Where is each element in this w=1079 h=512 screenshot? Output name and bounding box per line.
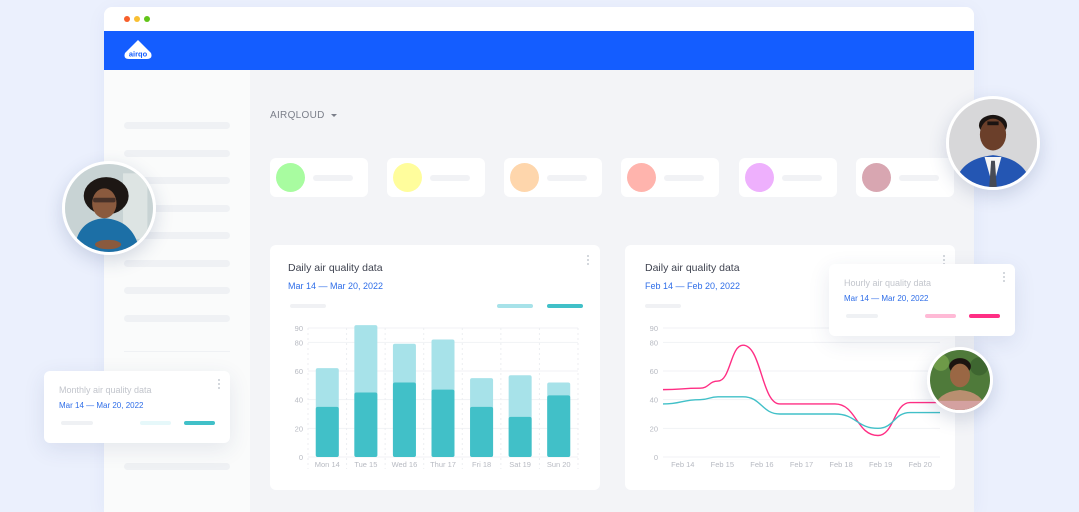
legend-placeholder <box>290 304 326 308</box>
avatar-woman-outdoor <box>927 347 993 413</box>
svg-text:Feb 18: Feb 18 <box>829 460 852 469</box>
more-options-icon[interactable] <box>1003 272 1006 282</box>
svg-text:90: 90 <box>650 324 658 333</box>
sidebar-divider <box>124 351 230 352</box>
svg-text:0: 0 <box>299 453 303 462</box>
pollutant-summary-card[interactable] <box>739 158 837 197</box>
status-color-indicator <box>393 163 422 192</box>
monthly-data-card[interactable]: Monthly air quality data Mar 14 — Mar 20… <box>44 371 230 443</box>
pollutant-summary-card[interactable] <box>504 158 602 197</box>
caret-down-icon <box>330 114 337 117</box>
status-color-indicator <box>745 163 774 192</box>
card-date-range[interactable]: Mar 14 — Mar 20, 2022 <box>59 401 144 410</box>
more-options-icon[interactable] <box>218 379 221 389</box>
value-placeholder <box>313 175 353 181</box>
svg-text:Wed 16: Wed 16 <box>392 460 418 469</box>
svg-text:Mon 14: Mon 14 <box>315 460 340 469</box>
legend-placeholder <box>645 304 681 308</box>
app-window: airqo AIRQLOUD Daily air quality data Ma… <box>104 7 974 512</box>
title-bar <box>104 7 974 31</box>
svg-text:40: 40 <box>295 396 303 405</box>
more-options-icon[interactable] <box>587 255 590 265</box>
sidebar-item-placeholder[interactable] <box>124 150 230 157</box>
svg-text:airqo: airqo <box>129 50 148 59</box>
legend-placeholder <box>61 421 93 425</box>
avatar-man-blue-suit <box>946 96 1040 190</box>
legend-light-pink[interactable] <box>925 314 956 318</box>
svg-text:80: 80 <box>650 338 658 347</box>
svg-text:Feb 20: Feb 20 <box>909 460 932 469</box>
app-header: airqo <box>104 31 974 70</box>
person-photo-icon <box>949 99 1037 187</box>
sidebar-item-placeholder[interactable] <box>124 232 230 239</box>
sidebar-item-placeholder[interactable] <box>124 122 230 129</box>
svg-text:Feb 17: Feb 17 <box>790 460 813 469</box>
airqo-logo-icon[interactable]: airqo <box>122 39 154 61</box>
sidebar <box>104 70 250 512</box>
pollutant-summary-card[interactable] <box>856 158 954 197</box>
pollutant-summary-card[interactable] <box>387 158 485 197</box>
value-placeholder <box>782 175 822 181</box>
pollutant-summary-card[interactable] <box>270 158 368 197</box>
avatar-woman-blue-top <box>62 161 156 255</box>
sidebar-item-placeholder[interactable] <box>124 205 230 212</box>
svg-text:90: 90 <box>295 324 303 333</box>
svg-text:Sat 19: Sat 19 <box>509 460 531 469</box>
card-date-range[interactable]: Mar 14 — Mar 20, 2022 <box>844 294 929 303</box>
value-placeholder <box>547 175 587 181</box>
sidebar-item-placeholder[interactable] <box>124 287 230 294</box>
svg-text:Thur 17: Thur 17 <box>430 460 456 469</box>
pollutant-summary-card[interactable] <box>621 158 719 197</box>
daily-bar-chart-card: Daily air quality data Mar 14 — Mar 20, … <box>270 245 600 490</box>
svg-text:Feb 16: Feb 16 <box>750 460 773 469</box>
sidebar-item-placeholder[interactable] <box>124 463 230 470</box>
svg-text:Feb 19: Feb 19 <box>869 460 892 469</box>
sidebar-item-placeholder[interactable] <box>124 177 230 184</box>
svg-text:60: 60 <box>295 367 303 376</box>
svg-text:40: 40 <box>650 396 658 405</box>
card-title: Daily air quality data <box>288 262 383 274</box>
sidebar-item-placeholder[interactable] <box>124 260 230 267</box>
legend-dark-pink[interactable] <box>969 314 1000 318</box>
value-placeholder <box>899 175 939 181</box>
card-title: Hourly air quality data <box>844 278 932 288</box>
svg-text:20: 20 <box>295 424 303 433</box>
value-placeholder <box>430 175 470 181</box>
hourly-data-card[interactable]: Hourly air quality data Mar 14 — Mar 20,… <box>829 264 1015 336</box>
close-window-button[interactable] <box>124 16 130 22</box>
card-date-range[interactable]: Mar 14 — Mar 20, 2022 <box>288 281 384 291</box>
legend-placeholder <box>846 314 878 318</box>
card-title: Daily air quality data <box>645 262 740 274</box>
svg-text:80: 80 <box>295 338 303 347</box>
airqloud-dropdown[interactable]: AIRQLOUD <box>270 110 337 121</box>
svg-text:Tue 15: Tue 15 <box>354 460 377 469</box>
legend-light-teal[interactable] <box>140 421 171 425</box>
status-color-indicator <box>627 163 656 192</box>
person-photo-icon <box>65 164 153 252</box>
card-date-range[interactable]: Feb 14 — Feb 20, 2022 <box>645 281 741 291</box>
status-color-indicator <box>862 163 891 192</box>
legend-light-teal[interactable] <box>497 304 533 308</box>
status-color-indicator <box>510 163 539 192</box>
legend-dark-teal[interactable] <box>547 304 583 308</box>
airqloud-label: AIRQLOUD <box>270 110 325 121</box>
svg-text:60: 60 <box>650 367 658 376</box>
legend-dark-teal[interactable] <box>184 421 215 425</box>
svg-text:Sun 20: Sun 20 <box>547 460 571 469</box>
svg-text:20: 20 <box>650 424 658 433</box>
svg-text:Fri 18: Fri 18 <box>472 460 491 469</box>
sidebar-item-placeholder[interactable] <box>124 315 230 322</box>
card-title: Monthly air quality data <box>59 385 152 395</box>
maximize-window-button[interactable] <box>144 16 150 22</box>
value-placeholder <box>664 175 704 181</box>
bar-chart: 0 20 40 60 80 90 Mon 14 Tue 15 Wed 16 Thur 17 Fri … <box>295 324 579 469</box>
svg-text:Feb 14: Feb 14 <box>671 460 694 469</box>
minimize-window-button[interactable] <box>134 16 140 22</box>
line-chart: 0 20 40 60 80 90 Feb 14 Feb 15 Feb 16 Feb 17 Feb 1… <box>650 324 940 469</box>
person-photo-icon <box>930 350 990 410</box>
svg-text:0: 0 <box>654 453 658 462</box>
svg-text:Feb 15: Feb 15 <box>711 460 734 469</box>
status-color-indicator <box>276 163 305 192</box>
